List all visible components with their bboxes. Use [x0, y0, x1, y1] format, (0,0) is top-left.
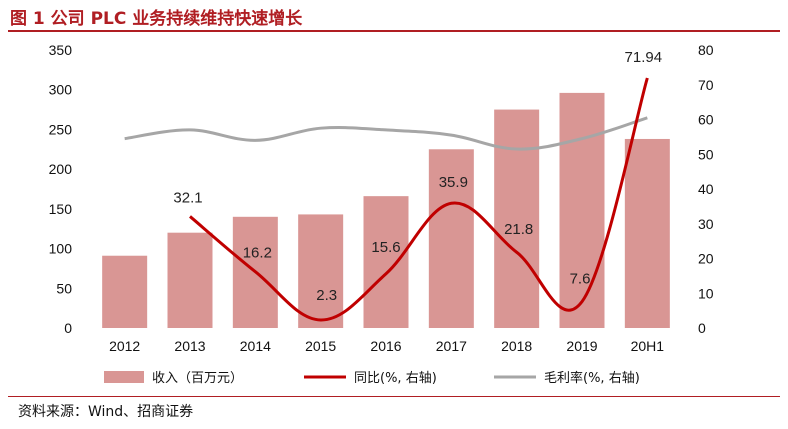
data-label-yoy-20H1: 71.94: [625, 49, 663, 66]
data-label-yoy-2014: 16.2: [243, 245, 272, 262]
left-axis-tick-50: 50: [56, 280, 72, 296]
data-label-yoy-2019: 7.6: [570, 271, 591, 288]
left-axis-tick-300: 300: [49, 82, 73, 98]
x-axis-tick-2017: 2017: [436, 338, 467, 354]
x-axis-tick-2016: 2016: [370, 338, 401, 354]
x-axis-tick-20H1: 20H1: [631, 338, 665, 354]
legend-label-revenue: 收入（百万元）: [152, 371, 243, 386]
data-label-yoy-2015: 2.3: [316, 287, 337, 304]
left-axis-tick-250: 250: [49, 121, 73, 137]
left-axis-tick-100: 100: [49, 241, 73, 257]
data-label-yoy-2016: 15.6: [371, 239, 400, 256]
bar-2019: [559, 92, 605, 329]
left-axis-tick-0: 0: [64, 320, 72, 336]
right-axis-tick-50: 50: [698, 146, 714, 162]
left-axis-tick-150: 150: [49, 201, 73, 217]
legend-label-yoy: 同比(%, 右轴): [354, 371, 437, 386]
right-axis-tick-20: 20: [698, 251, 714, 267]
right-axis-tick-80: 80: [698, 42, 714, 58]
line-yoy-growth: [189, 77, 649, 322]
right-axis-tick-40: 40: [698, 181, 714, 197]
legend-label-gross-margin: 毛利率(%, 右轴): [544, 370, 640, 386]
chart-title: 图 1 公司 PLC 业务持续维持快速增长: [10, 9, 303, 29]
x-axis-tick-2012: 2012: [109, 338, 140, 354]
x-axis-tick-2018: 2018: [501, 338, 532, 354]
bar-2017: [428, 149, 474, 328]
data-label-yoy-2017: 35.9: [439, 174, 468, 191]
data-label-yoy-2013: 32.1: [173, 189, 202, 206]
left-axis-tick-350: 350: [49, 42, 73, 58]
bar-2012: [102, 255, 148, 328]
x-axis-tick-2019: 2019: [566, 338, 597, 354]
x-axis-tick-2015: 2015: [305, 338, 336, 354]
legend-swatch-revenue: [104, 371, 144, 383]
source-rule: [8, 396, 780, 397]
data-label-yoy-2018: 21.8: [504, 221, 533, 238]
bar-2018: [494, 109, 540, 328]
left-axis-tick-200: 200: [49, 161, 73, 177]
source-note: 资料来源：Wind、招商证券: [18, 404, 194, 420]
x-axis-tick-2013: 2013: [174, 338, 205, 354]
bar-20H1: [624, 138, 670, 328]
line-gross-margin: [124, 116, 648, 151]
title-rule: [8, 30, 780, 32]
right-axis-tick-30: 30: [698, 216, 714, 232]
right-axis-tick-60: 60: [698, 112, 714, 128]
bar-2015: [298, 214, 344, 328]
bar-2016: [363, 196, 409, 328]
bar-2013: [167, 232, 213, 328]
right-axis-tick-10: 10: [698, 285, 714, 301]
right-axis-tick-70: 70: [698, 77, 714, 93]
right-axis-tick-0: 0: [698, 320, 706, 336]
x-axis-tick-2014: 2014: [240, 338, 271, 354]
